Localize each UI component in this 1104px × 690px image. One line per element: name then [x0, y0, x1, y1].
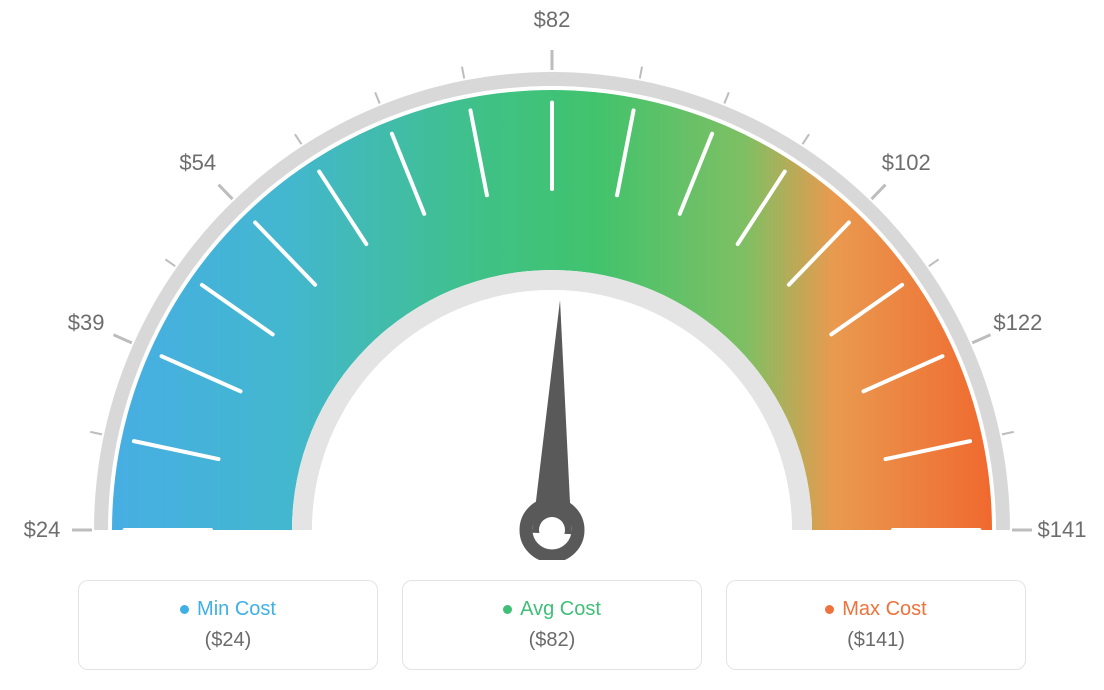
gauge-tick-label: $24 — [24, 517, 61, 543]
gauge-tick-label: $82 — [534, 7, 571, 33]
legend-card-min: Min Cost ($24) — [78, 580, 378, 670]
legend-label-max: Max Cost — [825, 598, 926, 621]
legend-dot-min — [180, 605, 189, 614]
gauge-tick-label: $122 — [993, 310, 1042, 336]
legend-value-avg: ($82) — [529, 629, 576, 652]
legend-text-avg: Avg Cost — [520, 598, 601, 621]
legend-card-max: Max Cost ($141) — [726, 580, 1026, 670]
legend-row: Min Cost ($24) Avg Cost ($82) Max Cost (… — [0, 580, 1104, 670]
legend-value-max: ($141) — [847, 629, 905, 652]
legend-value-min: ($24) — [205, 629, 252, 652]
gauge-tick-label: $54 — [179, 150, 216, 176]
gauge-area: $24 $39 $54 $82 $102 $122 $141 — [0, 0, 1104, 560]
gauge-tick-label: $39 — [68, 310, 105, 336]
gauge-tick-label: $102 — [882, 150, 931, 176]
chart-container: $24 $39 $54 $82 $102 $122 $141 Min Cost ($24) … — [0, 0, 1104, 690]
legend-dot-max — [825, 605, 834, 614]
legend-text-min: Min Cost — [197, 598, 276, 621]
gauge-tick-label: $141 — [1038, 517, 1087, 543]
legend-label-min: Min Cost — [180, 598, 276, 621]
legend-text-max: Max Cost — [842, 598, 926, 621]
legend-label-avg: Avg Cost — [503, 598, 601, 621]
gauge-svg — [0, 0, 1104, 560]
legend-card-avg: Avg Cost ($82) — [402, 580, 702, 670]
legend-dot-avg — [503, 605, 512, 614]
